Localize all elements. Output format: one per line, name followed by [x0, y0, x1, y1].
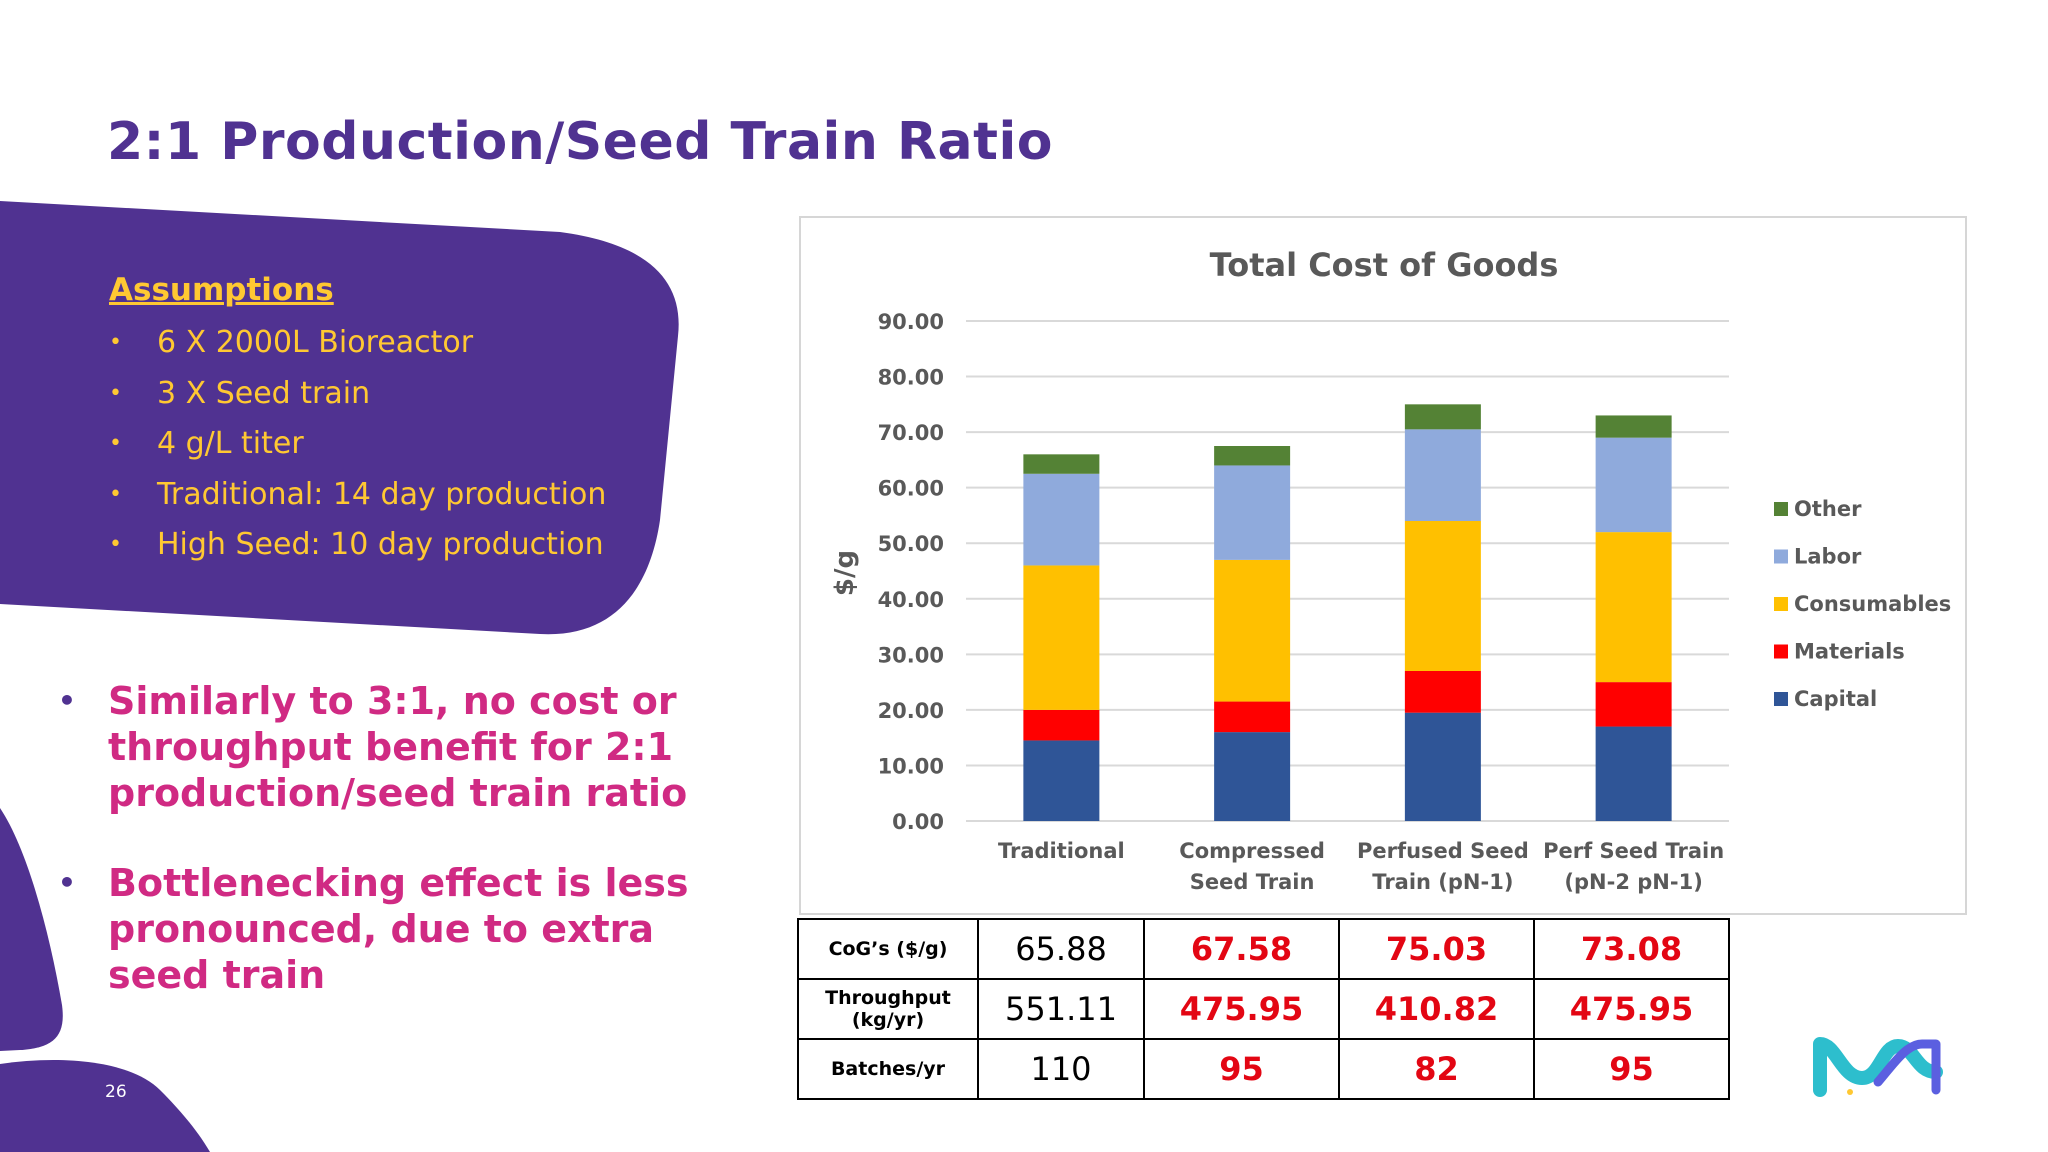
table-cell: 95: [1533, 1038, 1730, 1100]
bar-segment-consumables: [1595, 532, 1672, 683]
y-tick-label: 40.00: [878, 588, 944, 612]
cost-of-goods-chart: Total Cost of Goods $/g 0.00 10.00 20.00 30…: [799, 216, 1967, 915]
assumption-item: 3 X Seed train: [109, 369, 669, 420]
table-row: CoG’s ($/g) 65.88 67.58 75.03 73.08: [797, 918, 1730, 980]
table-cell: 73.08: [1533, 918, 1730, 980]
chart-title: Total Cost of Goods: [1210, 246, 1559, 284]
table-cell: 95: [1143, 1038, 1340, 1100]
bottom-left-shape: [0, 1059, 210, 1152]
bar-segment-other: [1595, 415, 1672, 438]
bar-segment-capital: [1595, 726, 1672, 821]
bar-segment-materials: [1023, 709, 1100, 741]
slide-title: 2:1 Production/Seed Train Ratio: [107, 112, 1054, 172]
key-points-list: Similarly to 3:1, no cost or throughput …: [58, 678, 738, 998]
x-tick-label: Train (pN-1): [1372, 870, 1513, 894]
y-tick-label: 70.00: [878, 421, 944, 445]
legend: Other Labor Consumables Materials Capital: [1774, 497, 1951, 711]
left-edge-shape: [0, 808, 63, 1051]
merck-logo: [1813, 1037, 1943, 1097]
y-tick-label: 60.00: [878, 477, 944, 501]
bar-segment-labor: [1023, 473, 1100, 566]
table-cell: 410.82: [1338, 978, 1535, 1040]
bar-segment-labor: [1595, 437, 1672, 533]
table-cell: 65.88: [977, 918, 1145, 980]
table-cell: 82: [1338, 1038, 1535, 1100]
table-cell: 551.11: [977, 978, 1145, 1040]
table-cell: 475.95: [1143, 978, 1340, 1040]
table-cell: 75.03: [1338, 918, 1535, 980]
table-row: Throughput (kg/yr) 551.11 475.95 410.82 475.9…: [797, 978, 1730, 1040]
bar-segment-materials: [1595, 682, 1672, 727]
y-tick-label: 20.00: [878, 699, 944, 723]
bar-segment-capital: [1214, 732, 1291, 821]
x-tick-label: Seed Train: [1190, 870, 1315, 894]
legend-swatch: [1774, 692, 1788, 706]
legend-swatch: [1774, 644, 1788, 659]
chart-canvas: Total Cost of Goods $/g 0.00 10.00 20.00 30…: [830, 246, 1951, 894]
bar-segment-other: [1023, 454, 1100, 474]
bar-segment-materials: [1404, 671, 1481, 713]
y-tick-label: 10.00: [878, 754, 944, 778]
legend-swatch: [1774, 549, 1788, 564]
bar-segment-other: [1214, 446, 1291, 466]
row-label: CoG’s ($/g): [797, 918, 979, 980]
bar-segment-labor: [1404, 429, 1481, 521]
bar-segment-consumables: [1023, 565, 1100, 710]
bar-segment-capital: [1404, 712, 1481, 821]
y-tick-label: 80.00: [878, 366, 944, 390]
legend-label: Other: [1794, 497, 1862, 521]
bar-segment-consumables: [1214, 559, 1291, 702]
logo-shape-teal: [1813, 1037, 1943, 1097]
assumptions-box: Assumptions 6 X 2000L Bioreactor 3 X See…: [109, 272, 669, 571]
y-tick-labels: 0.00 10.00 20.00 30.00 40.00 50.00 60.00 70.00 8…: [878, 310, 944, 834]
table-cell: 475.95: [1533, 978, 1730, 1040]
legend-label: Labor: [1794, 545, 1862, 569]
y-axis-label: $/g: [830, 550, 860, 596]
bar-segment-labor: [1214, 465, 1291, 560]
assumption-item: 6 X 2000L Bioreactor: [109, 318, 669, 369]
table-cell: 110: [977, 1038, 1145, 1100]
assumptions-list: 6 X 2000L Bioreactor 3 X Seed train 4 g/…: [109, 318, 669, 571]
key-point: Similarly to 3:1, no cost or throughput …: [58, 678, 738, 816]
x-tick-label: Perfused Seed: [1357, 839, 1529, 863]
key-point: Bottlenecking effect is less pronounced,…: [58, 860, 738, 998]
legend-label: Materials: [1794, 640, 1905, 664]
bars: [1023, 404, 1672, 821]
table-cell: 67.58: [1143, 918, 1340, 980]
y-tick-label: 50.00: [878, 532, 944, 556]
legend-label: Capital: [1794, 687, 1877, 711]
row-label: Batches/yr: [797, 1038, 979, 1100]
cog-summary-table: CoG’s ($/g) 65.88 67.58 75.03 73.08 Throughpu…: [797, 918, 1730, 1100]
bar-segment-capital: [1023, 740, 1100, 821]
x-tick-labels: Traditional Compressed Seed Train Perfused …: [998, 839, 1724, 894]
bar-segment-materials: [1214, 701, 1291, 733]
x-tick-label: Perf Seed Train: [1543, 839, 1724, 863]
assumption-item: High Seed: 10 day production: [109, 520, 669, 571]
legend-swatch: [1774, 502, 1788, 516]
x-tick-label: Traditional: [998, 839, 1125, 863]
y-tick-label: 90.00: [878, 310, 944, 334]
logo-shape-blue: [1873, 1039, 1941, 1095]
x-tick-label: (pN-2 pN-1): [1564, 870, 1702, 894]
bar-segment-consumables: [1404, 521, 1481, 671]
y-tick-label: 30.00: [878, 643, 944, 667]
row-label: Throughput (kg/yr): [797, 978, 979, 1040]
page-number: 26: [105, 1082, 127, 1102]
y-tick-label: 0.00: [892, 810, 944, 834]
assumption-item: Traditional: 14 day production: [109, 470, 669, 521]
legend-label: Consumables: [1794, 592, 1951, 616]
table-row: Batches/yr 110 95 82 95: [797, 1038, 1730, 1100]
legend-swatch: [1774, 597, 1788, 611]
x-tick-label: Compressed: [1179, 839, 1325, 863]
assumptions-heading: Assumptions: [109, 272, 334, 308]
bar-segment-other: [1404, 404, 1481, 430]
logo-dot-yellow: [1847, 1089, 1853, 1095]
assumption-item: 4 g/L titer: [109, 419, 669, 470]
